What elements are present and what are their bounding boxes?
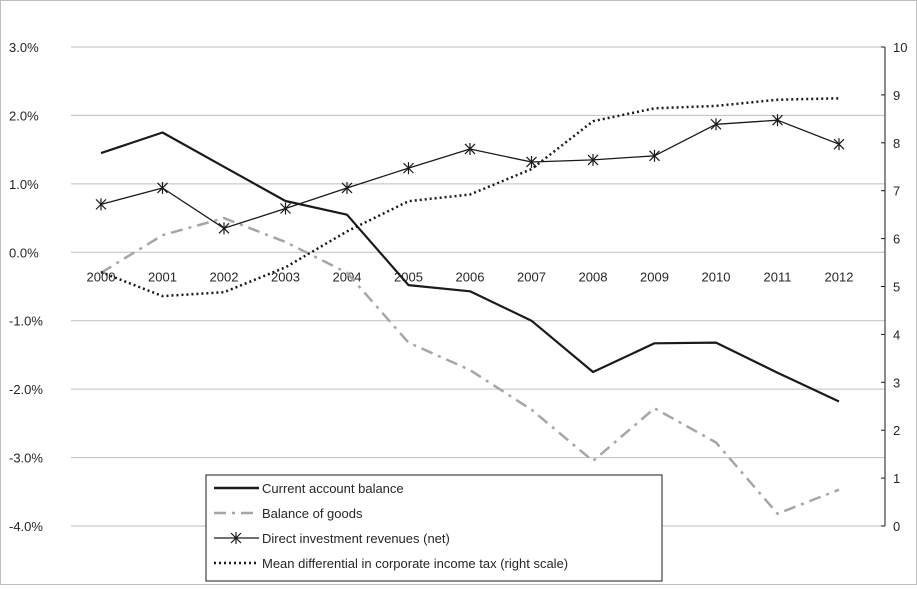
legend-label-balance-of-goods: Balance of goods [262,506,363,521]
x-tick-label: 2001 [148,269,177,284]
legend: Current account balance Balance of goods… [205,474,663,582]
star-marker [710,118,722,131]
left-tick-label: -2.0% [9,382,43,397]
x-axis-tick-labels: 2000 2001 2002 2003 2004 2005 2006 2007 2008 2009… [87,269,854,284]
series-3 [100,97,840,298]
star-marker [526,155,537,168]
x-tick-label: 2011 [764,269,792,284]
right-tick-label: 8 [893,136,900,151]
series-line [100,119,840,229]
x-tick-label: 2002 [210,269,239,284]
legend-box [205,474,663,582]
left-tick-label: 0.0% [9,245,39,260]
right-tick-label: 7 [893,184,900,199]
right-tick-label: 9 [893,88,900,103]
series-lines [95,97,845,515]
x-tick-label: 2000 [87,269,116,284]
x-tick-label: 2010 [702,269,731,284]
legend-label-direct-investment: Direct investment revenues (net) [262,531,450,546]
legend-label-current-account: Current account balance [262,481,404,496]
legend-label-tax-differential: Mean differential in corporate income ta… [262,556,568,571]
left-tick-label: 1.0% [9,177,39,192]
series-0 [100,131,840,403]
right-tick-label: 0 [893,519,900,534]
legend-entry-tax-differential: Mean differential in corporate income ta… [214,556,568,571]
series-1 [100,216,840,515]
star-marker [95,198,107,211]
left-tick-label: -4.0% [9,519,43,534]
legend-entry-current-account: Current account balance [214,481,404,496]
series-line [100,97,840,298]
star-marker [833,138,845,151]
left-tick-label: -3.0% [9,451,43,466]
star-marker [649,149,660,162]
left-tick-label: 2.0% [9,108,39,123]
star-marker [464,142,476,155]
star-marker [341,181,353,194]
legend-entry-balance-of-goods: Balance of goods [214,506,363,521]
star-marker [280,202,291,215]
right-tick-label: 3 [893,375,900,390]
right-tick-label: 6 [893,232,900,247]
x-tick-label: 2005 [394,269,423,284]
gridlines [71,46,886,527]
star-marker [157,181,168,194]
x-tick-label: 2008 [579,269,608,284]
x-tick-label: 2007 [517,269,546,284]
star-marker [587,153,599,166]
series-line [100,131,840,403]
star-marker [772,114,783,127]
right-tick-label: 10 [893,40,907,55]
star-marker [403,162,414,175]
right-tick-label: 2 [893,423,900,438]
right-tick-label: 1 [893,471,900,486]
left-tick-label: 3.0% [9,40,39,55]
x-tick-label: 2009 [640,269,669,284]
legend-entry-direct-investment: Direct investment revenues (net) [214,531,450,546]
series-2 [95,114,845,235]
x-tick-label: 2006 [456,269,485,284]
series-line [100,216,840,515]
right-tick-label: 4 [893,327,900,342]
legend-star-marker [230,532,242,544]
star-marker [218,222,230,235]
left-tick-label: -1.0% [9,314,43,329]
x-tick-label: 2003 [271,269,300,284]
left-axis-tick-labels: 3.0% 2.0% 1.0% 0.0% -1.0% -2.0% -3.0% -4.0% [9,40,43,534]
x-tick-label: 2012 [825,269,854,284]
right-tick-label: 5 [893,280,900,295]
